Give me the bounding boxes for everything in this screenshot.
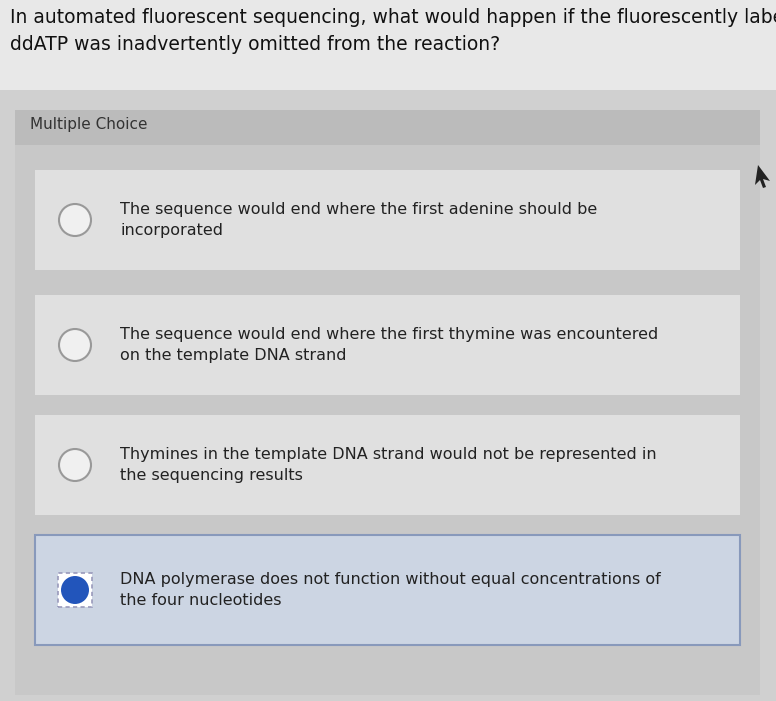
Bar <box>15 110 760 145</box>
Circle shape <box>59 329 91 361</box>
Text: DNA polymerase does not function without equal concentrations of
the four nucleo: DNA polymerase does not function without… <box>120 572 660 608</box>
Text: The sequence would end where the first thymine was encountered
on the template D: The sequence would end where the first t… <box>120 327 658 363</box>
FancyBboxPatch shape <box>35 295 740 395</box>
FancyBboxPatch shape <box>35 170 740 270</box>
FancyBboxPatch shape <box>35 535 740 645</box>
Circle shape <box>61 576 89 604</box>
FancyBboxPatch shape <box>58 573 92 607</box>
Text: In automated fluorescent sequencing, what would happen if the fluorescently labe: In automated fluorescent sequencing, wha… <box>10 8 776 53</box>
Bar <box>15 110 760 695</box>
Circle shape <box>59 449 91 481</box>
Text: Thymines in the template DNA strand would not be represented in
the sequencing r: Thymines in the template DNA strand woul… <box>120 447 656 483</box>
Text: Multiple Choice: Multiple Choice <box>30 117 147 132</box>
Polygon shape <box>755 165 770 188</box>
Circle shape <box>59 204 91 236</box>
Text: The sequence would end where the first adenine should be
incorporated: The sequence would end where the first a… <box>120 202 598 238</box>
Bar <box>0 0 776 90</box>
FancyBboxPatch shape <box>35 415 740 515</box>
